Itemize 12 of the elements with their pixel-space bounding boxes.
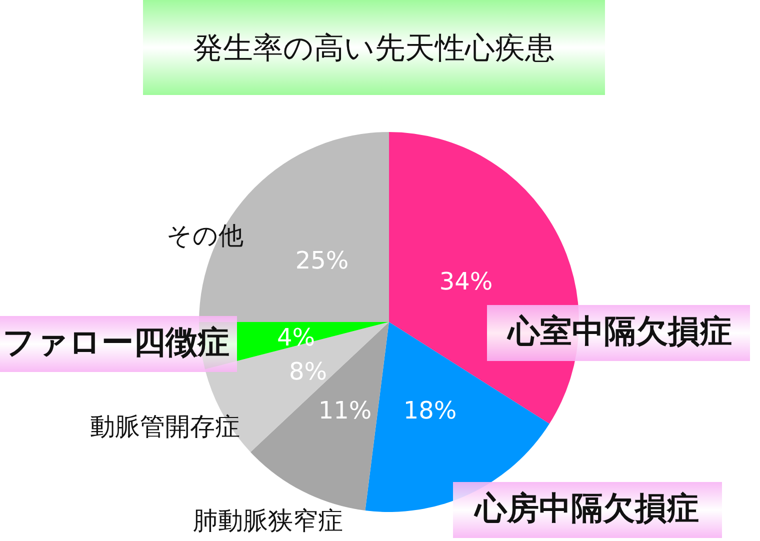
data-label: 25% bbox=[295, 246, 349, 275]
data-label: 34% bbox=[439, 268, 493, 296]
slice-label: 心室中隔欠損症 bbox=[506, 312, 732, 350]
data-label: 11% bbox=[318, 396, 372, 425]
slice-label: ファロー四徴症 bbox=[2, 322, 230, 361]
data-label: 4% bbox=[276, 324, 316, 352]
chart-title: 発生率の高い先天性心疾患 bbox=[193, 31, 555, 66]
slice-label: その他 bbox=[166, 220, 244, 250]
data-label: 18% bbox=[403, 396, 457, 425]
slice-label: 心房中隔欠損症 bbox=[473, 488, 699, 527]
slice-label: 動脈管開存症 bbox=[90, 412, 240, 441]
slice-label: 肺動脈狭窄症 bbox=[193, 506, 343, 535]
